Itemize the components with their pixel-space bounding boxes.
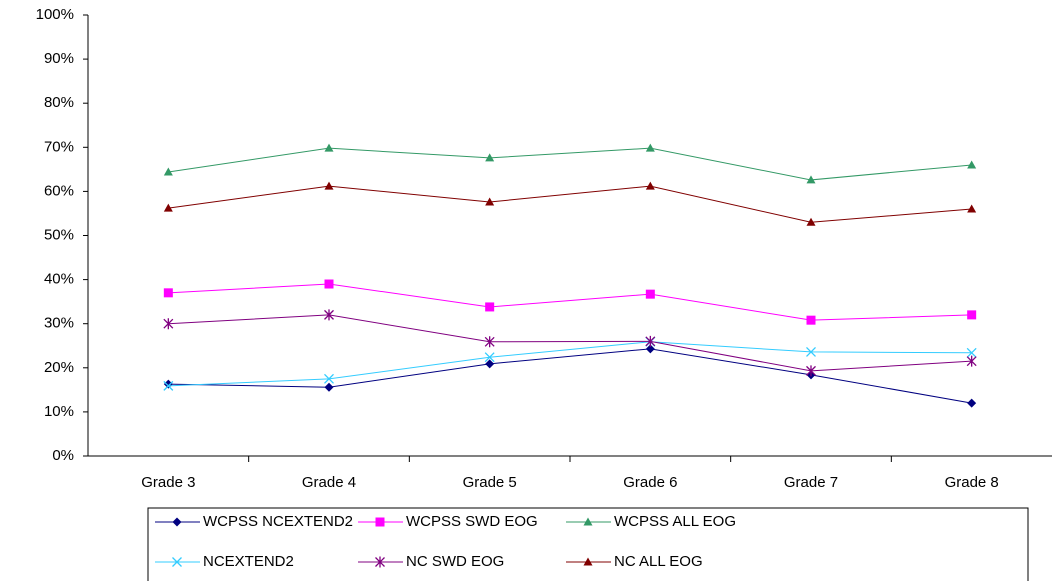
marker <box>324 143 334 152</box>
marker <box>966 355 977 367</box>
series-line <box>168 147 972 181</box>
marker <box>163 288 173 298</box>
legend-label: WCPSS NCEXTEND2 <box>203 513 353 530</box>
marker <box>375 556 385 568</box>
marker <box>645 143 655 152</box>
legend-label: WCPSS SWD EOG <box>406 513 538 530</box>
marker <box>645 344 655 354</box>
marker <box>324 181 334 190</box>
marker <box>484 336 495 348</box>
y-tick-label: 40% <box>44 271 74 288</box>
x-tick-label: Grade 4 <box>302 474 356 491</box>
marker <box>806 346 816 357</box>
y-tick-label: 80% <box>44 94 74 111</box>
legend-label: NC ALL EOG <box>614 553 703 570</box>
legend-label: NCEXTEND2 <box>203 553 294 570</box>
marker <box>967 310 977 320</box>
marker <box>645 181 655 190</box>
marker <box>967 160 977 169</box>
marker <box>172 517 182 527</box>
marker <box>163 318 174 330</box>
marker <box>324 309 334 321</box>
marker <box>583 557 593 566</box>
x-tick-label: Grade 3 <box>141 474 195 491</box>
marker <box>583 517 593 526</box>
marker <box>324 279 334 289</box>
marker <box>485 153 495 162</box>
y-tick-label: 0% <box>52 447 74 464</box>
marker <box>967 204 977 213</box>
marker <box>163 203 173 212</box>
x-tick-label: Grade 8 <box>945 474 999 491</box>
marker <box>806 175 816 184</box>
marker <box>172 557 182 567</box>
y-tick-label: 90% <box>44 50 74 67</box>
marker <box>324 373 334 384</box>
marker <box>163 379 173 389</box>
series-line <box>168 314 972 372</box>
marker <box>645 335 656 347</box>
marker <box>806 217 816 226</box>
marker <box>163 380 174 391</box>
marker <box>485 359 495 369</box>
marker <box>163 167 173 176</box>
series-line <box>168 185 972 223</box>
series-line <box>168 348 972 404</box>
marker <box>484 352 495 363</box>
y-tick-label: 60% <box>44 182 74 199</box>
y-tick-label: 50% <box>44 226 74 243</box>
y-tick-label: 100% <box>36 6 74 23</box>
y-tick-label: 70% <box>44 138 74 155</box>
legend-label: WCPSS ALL EOG <box>614 513 736 530</box>
marker <box>806 315 816 325</box>
legend-label: NC SWD EOG <box>406 553 504 570</box>
marker <box>485 197 495 206</box>
x-tick-label: Grade 7 <box>784 474 838 491</box>
y-tick-label: 10% <box>44 403 74 420</box>
series-line <box>168 341 972 387</box>
marker <box>485 302 495 312</box>
marker <box>806 365 816 377</box>
marker <box>324 382 334 392</box>
y-tick-label: 30% <box>44 315 74 332</box>
series-line <box>168 283 972 321</box>
marker <box>967 398 977 408</box>
x-tick-label: Grade 5 <box>463 474 517 491</box>
marker <box>645 289 655 299</box>
marker <box>966 347 977 358</box>
x-tick-label: Grade 6 <box>623 474 677 491</box>
y-tick-label: 20% <box>44 359 74 376</box>
marker <box>375 517 385 527</box>
